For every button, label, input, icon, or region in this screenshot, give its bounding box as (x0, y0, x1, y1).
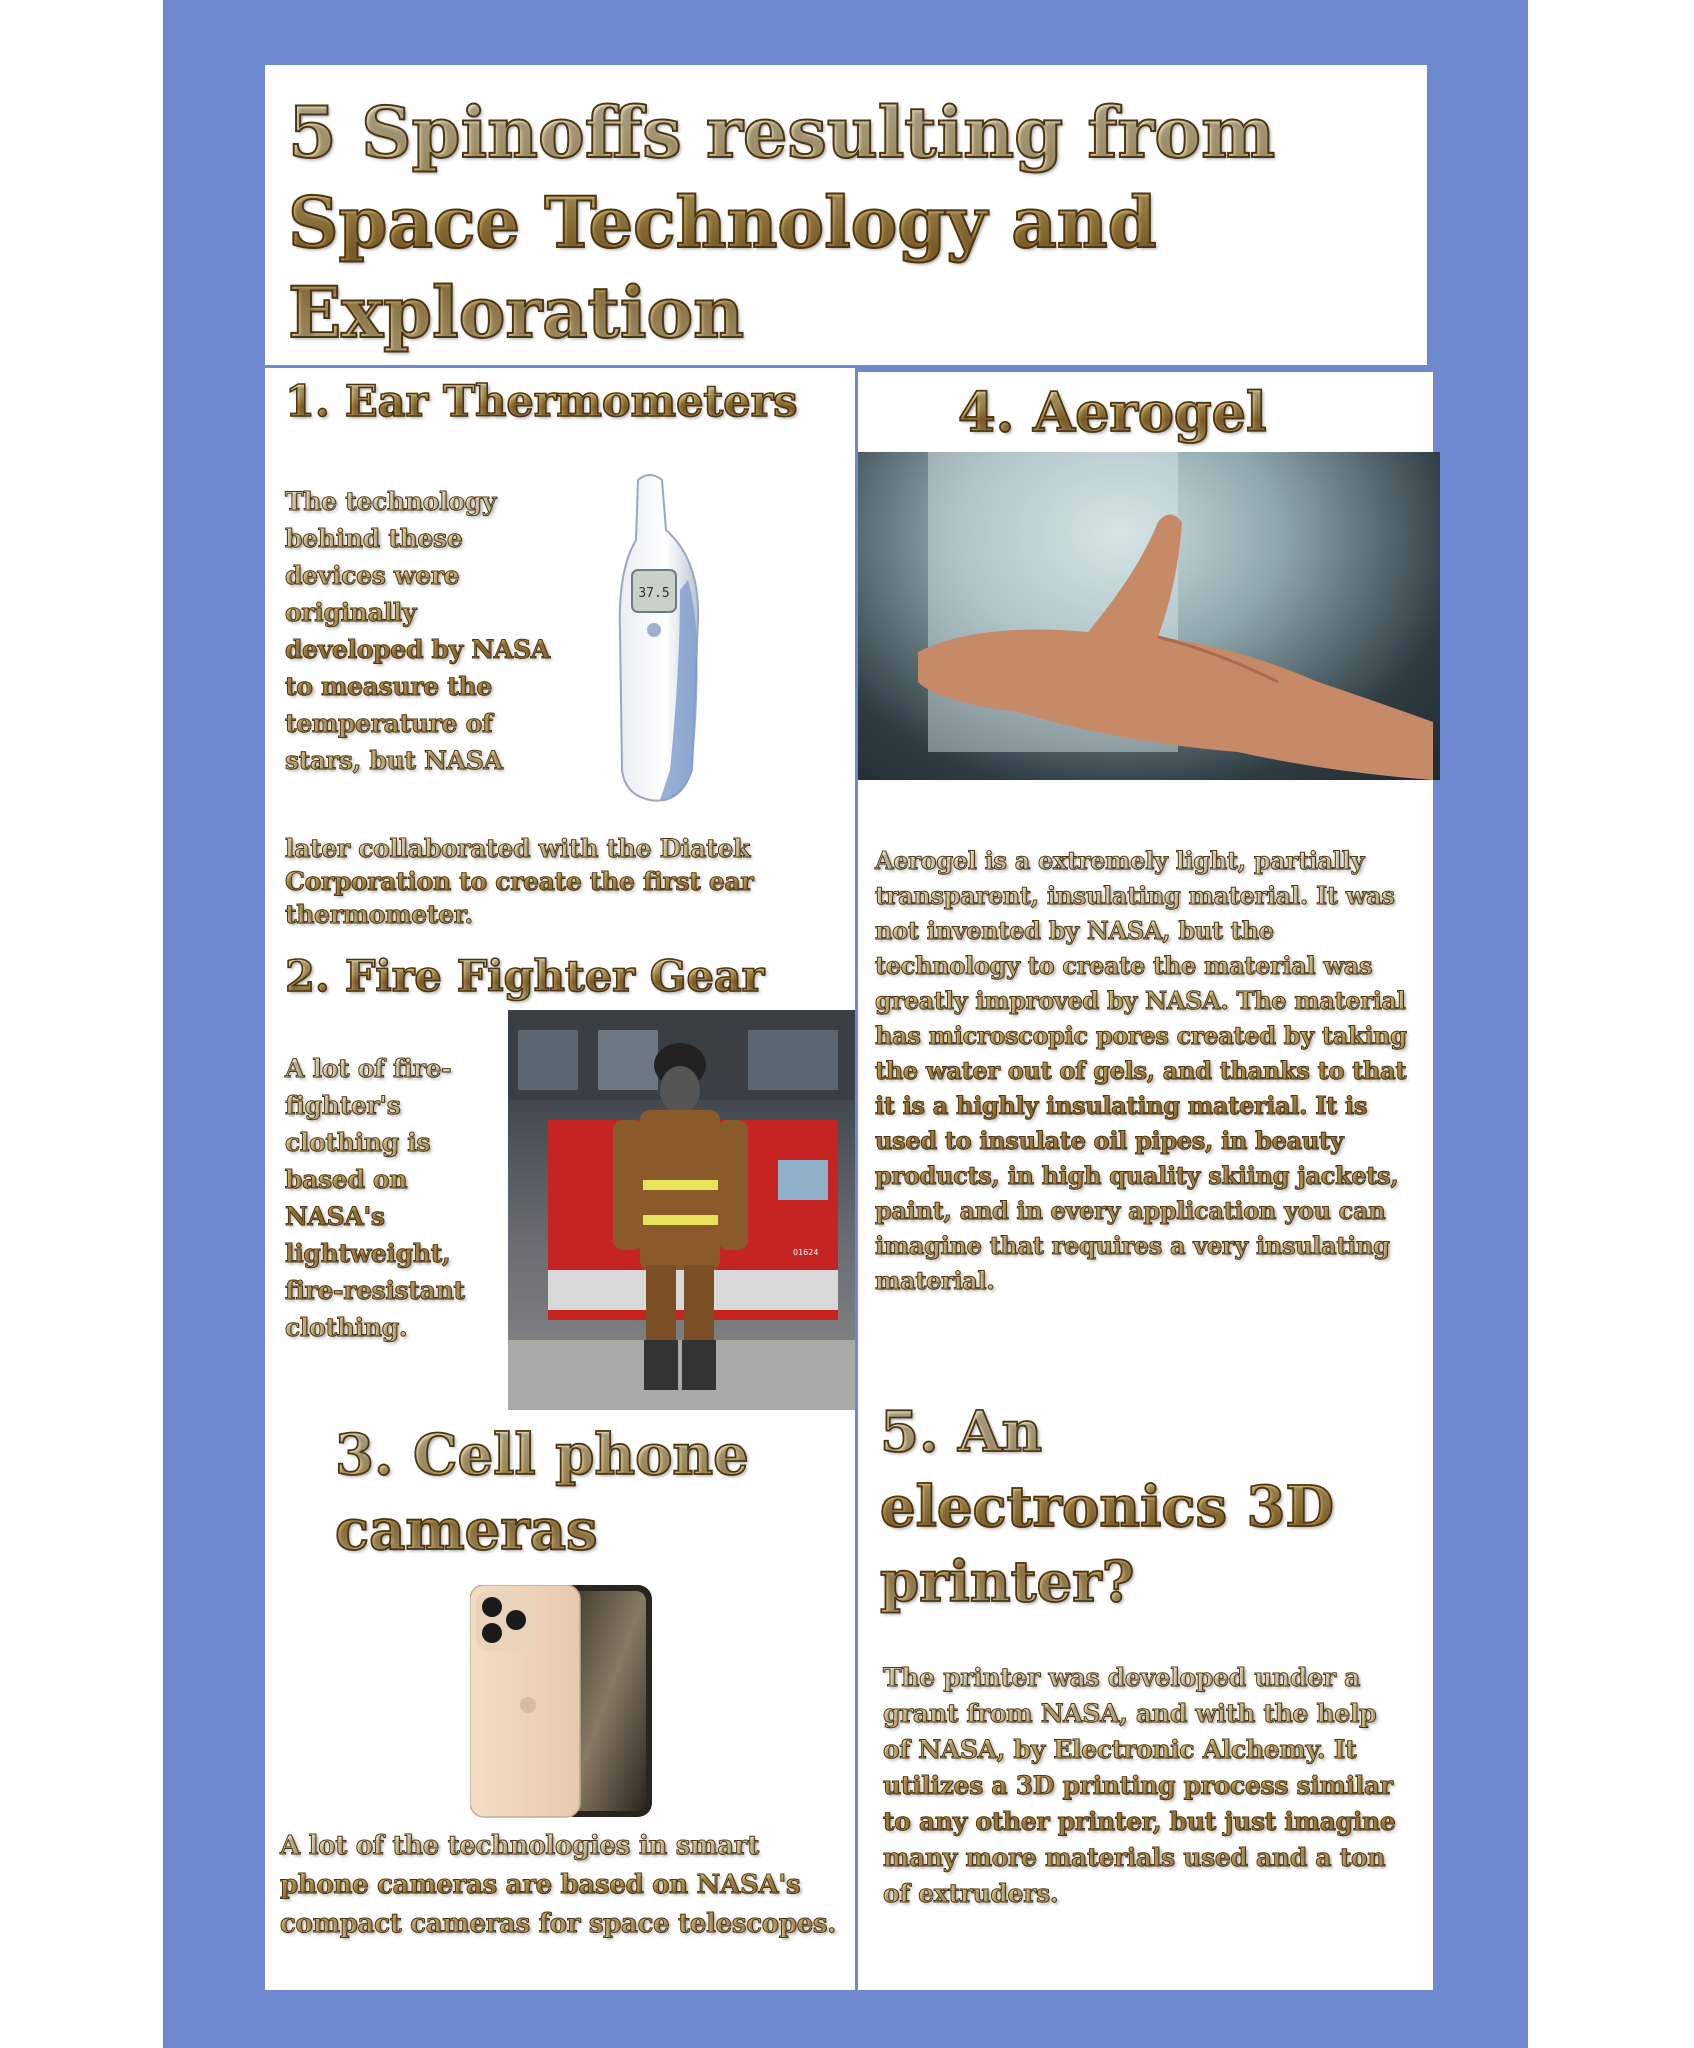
firefighter-image: 01624 (508, 1010, 855, 1410)
thermometer-display: 37.5 (638, 586, 669, 601)
page-title: 5 Spinoffs resulting from Space Technolo… (287, 88, 1348, 358)
aerogel-text: Aerogel is a extremely light, partially … (875, 843, 1420, 1298)
fire-fighter-text: A lot of fire-fighter's clothing is base… (285, 1050, 485, 1346)
phone-image (470, 1585, 652, 1818)
3d-printer-text: The printer was developed under a grant … (883, 1660, 1408, 1912)
heading-fire-fighter-gear: 2. Fire Fighter Gear (284, 951, 765, 1003)
heading-aerogel: 4. Aerogel (957, 375, 1267, 450)
cell-phone-cameras-text: A lot of the technologies in smart phone… (280, 1827, 850, 1944)
ear-thermometer-text-bottom: later collaborated with the Diatek Corpo… (285, 832, 825, 931)
aerogel-heading-band (858, 372, 1433, 450)
ear-thermometer-text-top: The technology behind these devices were… (285, 483, 555, 779)
aerogel-image (858, 452, 1440, 780)
ear-thermometer-image: 37.5 (618, 474, 700, 802)
heading-cell-phone-cameras: 3. Cell phone cameras (334, 1418, 755, 1568)
title-panel (265, 65, 1427, 365)
heading-ear-thermometers: 1. Ear Thermometers (284, 376, 798, 428)
truck-number: 01624 (793, 1248, 818, 1257)
heading-3d-printer: 5. An electronics 3D printer? (879, 1395, 1380, 1620)
